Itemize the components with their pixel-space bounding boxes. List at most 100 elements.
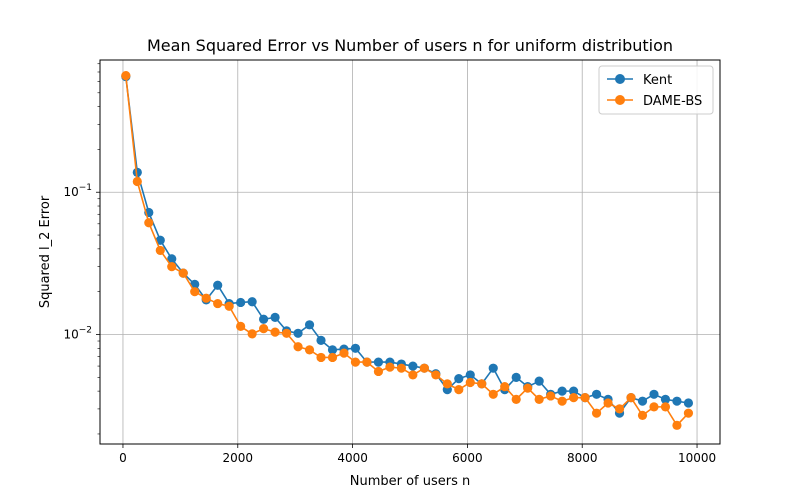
data-point-dame-bs bbox=[603, 398, 613, 408]
data-point-kent bbox=[465, 370, 475, 380]
data-point-dame-bs bbox=[350, 357, 361, 367]
data-point-dame-bs bbox=[431, 370, 441, 380]
legend-marker-kent bbox=[615, 74, 625, 84]
y-tick-label: 10−1 bbox=[63, 183, 92, 199]
data-point-kent bbox=[247, 297, 257, 307]
data-point-dame-bs bbox=[454, 385, 464, 395]
grid bbox=[100, 60, 720, 444]
x-axis-title: Number of users n bbox=[350, 474, 471, 489]
data-point-kent bbox=[293, 328, 303, 338]
x-tick-label: 2000 bbox=[223, 451, 254, 465]
data-point-dame-bs bbox=[121, 71, 131, 81]
data-point-kent bbox=[155, 235, 165, 245]
data-point-dame-bs bbox=[660, 402, 671, 412]
data-point-kent bbox=[270, 312, 280, 322]
data-point-kent bbox=[408, 361, 418, 371]
plot-frame bbox=[99, 59, 721, 445]
data-point-kent bbox=[316, 335, 326, 345]
x-tick-label: 8000 bbox=[567, 451, 598, 465]
data-point-dame-bs bbox=[190, 287, 200, 297]
data-point-kent bbox=[454, 373, 464, 384]
data-point-dame-bs bbox=[649, 402, 659, 412]
data-point-kent bbox=[213, 280, 223, 290]
y-tick-label: 10−2 bbox=[63, 326, 92, 342]
data-point-kent bbox=[167, 254, 177, 264]
data-point-dame-bs bbox=[270, 327, 280, 337]
data-point-dame-bs bbox=[591, 408, 602, 418]
data-point-dame-bs bbox=[580, 393, 590, 403]
data-point-kent bbox=[591, 389, 602, 399]
data-point-kent bbox=[557, 386, 567, 396]
data-point-dame-bs bbox=[442, 379, 452, 389]
data-point-kent bbox=[259, 314, 269, 324]
data-point-dame-bs bbox=[236, 321, 246, 332]
y-axis-title: Squared l_2 Error bbox=[38, 195, 53, 308]
data-point-dame-bs bbox=[523, 383, 533, 393]
data-point-dame-bs bbox=[304, 345, 315, 355]
data-point-kent bbox=[534, 376, 544, 386]
data-point-dame-bs bbox=[132, 176, 142, 187]
data-point-dame-bs bbox=[281, 328, 292, 338]
data-point-dame-bs bbox=[327, 352, 338, 363]
legend: Kent DAME-BS bbox=[598, 65, 714, 115]
legend-label-kent: Kent bbox=[643, 73, 672, 88]
ticks: 0 2000 4000 6000 8000 10000 10−2 10−1 bbox=[63, 63, 716, 465]
data-point-dame-bs bbox=[488, 389, 498, 399]
data-point-kent bbox=[350, 343, 361, 353]
data-point-dame-bs bbox=[201, 293, 211, 303]
x-tick-label: 6000 bbox=[452, 451, 483, 465]
data-point-kent bbox=[373, 357, 384, 367]
data-point-dame-bs bbox=[672, 420, 682, 430]
data-point-dame-bs bbox=[247, 329, 257, 339]
data-point-dame-bs bbox=[511, 394, 521, 404]
data-point-dame-bs bbox=[546, 391, 556, 401]
legend-marker-dame-bs bbox=[615, 95, 625, 105]
data-point-kent bbox=[236, 297, 246, 308]
data-point-dame-bs bbox=[224, 301, 234, 311]
data-point-kent bbox=[649, 389, 659, 399]
legend-label-dame-bs: DAME-BS bbox=[643, 94, 702, 109]
chart-title: Mean Squared Error vs Number of users n … bbox=[147, 36, 673, 55]
data-point-kent bbox=[660, 394, 671, 404]
series-layer bbox=[121, 71, 694, 430]
data-point-dame-bs bbox=[683, 408, 694, 418]
data-point-dame-bs bbox=[557, 396, 567, 406]
x-tick-label: 4000 bbox=[337, 451, 368, 465]
data-point-dame-bs bbox=[500, 382, 510, 392]
x-tick-label: 10000 bbox=[678, 451, 716, 465]
data-point-dame-bs bbox=[144, 218, 154, 228]
data-point-dame-bs bbox=[373, 366, 384, 377]
data-point-dame-bs bbox=[385, 362, 395, 372]
data-point-dame-bs bbox=[316, 352, 326, 363]
data-point-kent bbox=[304, 320, 315, 330]
data-point-kent bbox=[488, 363, 498, 373]
data-point-kent bbox=[569, 386, 579, 396]
x-tick-label: 0 bbox=[119, 451, 127, 465]
data-point-dame-bs bbox=[419, 363, 429, 373]
legend-box bbox=[598, 65, 714, 115]
data-point-dame-bs bbox=[637, 410, 648, 421]
data-point-kent bbox=[637, 396, 648, 406]
data-point-kent bbox=[683, 398, 694, 408]
data-point-dame-bs bbox=[362, 357, 372, 367]
data-point-dame-bs bbox=[465, 377, 475, 388]
data-point-dame-bs bbox=[259, 324, 269, 334]
data-point-dame-bs bbox=[396, 363, 406, 373]
data-point-dame-bs bbox=[155, 245, 165, 256]
data-point-dame-bs bbox=[614, 404, 625, 414]
data-point-kent bbox=[672, 396, 682, 406]
data-point-kent bbox=[327, 345, 338, 355]
data-point-dame-bs bbox=[293, 342, 303, 352]
data-point-dame-bs bbox=[178, 268, 188, 278]
data-point-dame-bs bbox=[339, 348, 349, 358]
data-point-dame-bs bbox=[477, 379, 487, 389]
data-point-dame-bs bbox=[167, 262, 177, 272]
data-point-kent bbox=[511, 372, 521, 382]
data-point-dame-bs bbox=[534, 394, 544, 404]
data-point-kent bbox=[132, 167, 142, 177]
data-point-dame-bs bbox=[213, 298, 223, 309]
data-point-dame-bs bbox=[408, 370, 418, 380]
data-point-dame-bs bbox=[569, 393, 579, 403]
data-point-dame-bs bbox=[626, 393, 636, 403]
